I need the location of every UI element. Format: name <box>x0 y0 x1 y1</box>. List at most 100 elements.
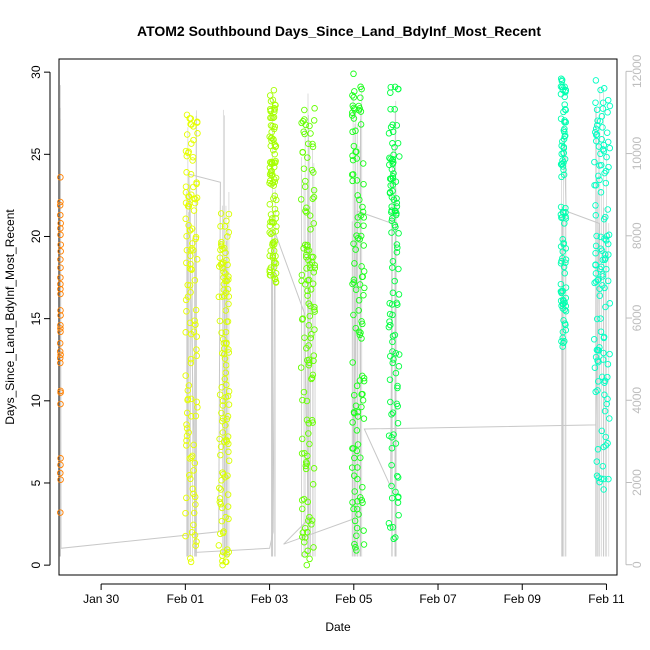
y-tick-label: 10 <box>29 394 43 408</box>
data-point <box>184 149 192 157</box>
data-point <box>56 202 64 209</box>
data-point <box>57 220 64 227</box>
data-point <box>309 419 316 426</box>
secondary-series <box>59 84 610 557</box>
data-point <box>350 142 358 150</box>
data-point <box>350 94 358 101</box>
data-point <box>395 511 402 519</box>
data-point <box>603 400 610 408</box>
data-point <box>221 375 229 383</box>
data-point <box>360 541 368 548</box>
data-point <box>184 395 192 403</box>
data-point <box>359 320 366 328</box>
data-point <box>183 152 191 160</box>
data-point <box>351 260 358 267</box>
data-point <box>182 329 189 336</box>
data-point <box>592 261 599 268</box>
data-point <box>606 144 614 152</box>
data-point <box>386 318 393 325</box>
data-point <box>602 167 610 175</box>
data-point <box>350 391 358 399</box>
data-point <box>562 321 569 329</box>
data-point <box>595 143 603 150</box>
data-point <box>186 455 193 462</box>
data-point <box>306 513 313 521</box>
data-point <box>187 359 195 367</box>
data-point <box>218 329 225 336</box>
data-point <box>57 328 64 336</box>
data-point <box>57 290 64 298</box>
data-point <box>596 265 604 273</box>
data-point <box>267 97 275 105</box>
data-point <box>309 195 316 202</box>
data-point <box>352 402 360 410</box>
data-point <box>600 333 608 341</box>
data-point <box>302 207 309 215</box>
data-point <box>601 169 608 177</box>
data-point <box>305 420 313 427</box>
data-point <box>225 276 232 283</box>
data-point <box>593 458 601 465</box>
data-point <box>560 135 568 143</box>
data-point <box>269 229 276 236</box>
data-point <box>311 264 319 272</box>
data-point <box>266 222 274 230</box>
data-point <box>599 105 607 112</box>
data-point <box>360 291 367 299</box>
data-point <box>309 280 317 287</box>
data-point <box>57 321 64 329</box>
data-point <box>595 172 602 180</box>
data-point <box>601 391 608 399</box>
data-point <box>191 459 199 467</box>
data-point <box>349 359 356 366</box>
data-point <box>396 153 403 160</box>
data-point <box>223 558 230 566</box>
data-point <box>306 122 313 130</box>
data-point <box>386 376 394 383</box>
data-point <box>218 293 226 300</box>
data-point <box>225 300 232 308</box>
data-point <box>557 260 565 267</box>
data-point <box>308 331 315 338</box>
data-point <box>184 281 191 289</box>
data-point <box>592 77 600 84</box>
y-right-tick-label: 6000 <box>630 304 644 331</box>
data-point <box>57 387 64 395</box>
data-point <box>353 177 361 184</box>
data-point <box>356 196 363 204</box>
data-point <box>593 137 600 145</box>
data-point <box>390 535 397 543</box>
data-point <box>386 161 393 169</box>
data-point <box>558 288 565 295</box>
data-point <box>223 277 231 285</box>
data-point <box>385 130 393 137</box>
data-point <box>395 363 403 370</box>
data-point <box>271 101 279 109</box>
data-point <box>352 246 359 253</box>
data-point <box>193 333 200 340</box>
data-point <box>225 229 233 236</box>
data-point <box>349 171 357 178</box>
data-point <box>217 451 224 459</box>
data-point <box>300 165 308 172</box>
data-point <box>592 249 599 257</box>
data-point <box>222 270 229 277</box>
data-point <box>388 301 396 308</box>
data-point <box>389 160 396 168</box>
data-point <box>269 254 277 261</box>
data-point <box>359 203 366 211</box>
data-point <box>215 542 223 549</box>
data-point <box>359 397 367 404</box>
data-point <box>191 321 199 328</box>
data-point <box>224 233 231 240</box>
x-tick-label: Feb 01 <box>167 592 205 606</box>
data-point <box>57 312 64 319</box>
data-point <box>310 186 318 194</box>
data-point <box>351 488 358 495</box>
data-point <box>395 351 403 358</box>
y-tick-label: 25 <box>29 147 43 161</box>
data-point <box>392 369 400 377</box>
data-point <box>351 409 358 417</box>
data-point <box>303 416 311 424</box>
